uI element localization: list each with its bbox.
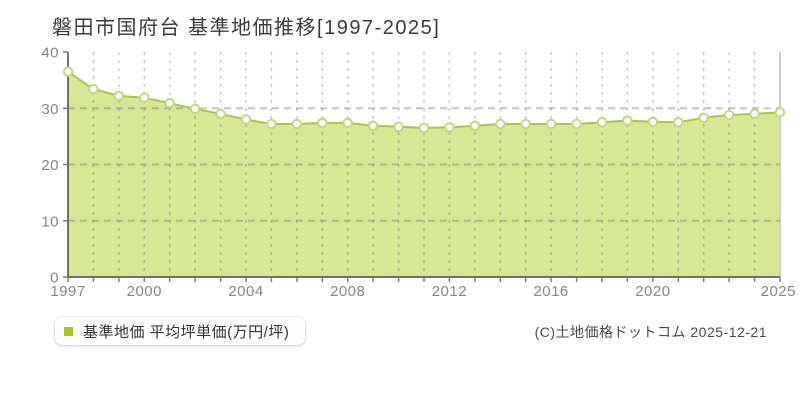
data-point	[215, 108, 226, 120]
data-point	[749, 108, 760, 120]
price-trend-chart: 0 10 20 30 40 1997 2000 2004 2008 2012 2016 2020 202…	[41, 45, 796, 301]
y-tick-label: 30	[41, 101, 59, 118]
data-point	[342, 117, 353, 129]
data-point	[418, 122, 430, 134]
data-point	[113, 90, 125, 102]
x-tick-label: 2020	[635, 283, 670, 300]
data-point	[444, 122, 455, 133]
y-tick-label: 20	[41, 157, 59, 174]
grid-vertical	[92, 52, 756, 277]
grid-horizontal	[68, 107, 780, 222]
data-point	[495, 118, 506, 130]
x-tick-label: 2012	[432, 283, 467, 300]
data-point	[622, 115, 633, 126]
legend-label: 基準地価 平均坪単価(万円/坪)	[83, 323, 290, 341]
data-point	[164, 98, 175, 109]
data-point	[62, 66, 74, 77]
axis-labels: 0 10 20 30 40 1997 2000 2004 2008 2012 2016 2020 202…	[41, 45, 796, 301]
axis-ticks	[63, 51, 781, 282]
x-tick-label: 2025	[761, 283, 796, 300]
data-point	[317, 117, 328, 129]
x-tick-label: 2000	[127, 283, 162, 300]
data-point	[596, 117, 608, 128]
y-tick-label: 40	[41, 45, 59, 62]
data-point	[545, 118, 557, 130]
data-point	[367, 120, 379, 131]
data-point	[266, 118, 277, 130]
y-tick-label: 10	[41, 213, 59, 230]
data-points	[62, 66, 786, 134]
copyright-credit: (C)土地価格ドットコム 2025-12-21	[534, 324, 767, 340]
x-tick-label: 1997	[50, 283, 85, 300]
y-tick-label: 0	[50, 270, 59, 287]
data-point	[240, 114, 252, 125]
x-tick-label: 2008	[330, 283, 365, 300]
data-point	[189, 103, 201, 115]
data-point	[520, 118, 531, 130]
data-point	[291, 118, 303, 130]
data-point	[673, 117, 684, 128]
data-point	[393, 121, 404, 133]
data-point	[139, 92, 150, 103]
data-point	[698, 112, 709, 124]
data-point	[571, 118, 582, 130]
data-point	[88, 83, 99, 95]
data-point	[469, 120, 481, 131]
legend-swatch-icon	[64, 326, 73, 336]
x-tick-label: 2004	[228, 283, 263, 300]
data-point	[647, 116, 659, 128]
legend: 基準地価 平均坪単価(万円/坪)	[55, 317, 306, 345]
x-tick-label: 2016	[533, 283, 568, 300]
data-point	[723, 109, 735, 121]
page-title: 磐田市国府台 基準地価推移[1997-2025]	[52, 17, 441, 39]
data-point	[774, 107, 786, 118]
